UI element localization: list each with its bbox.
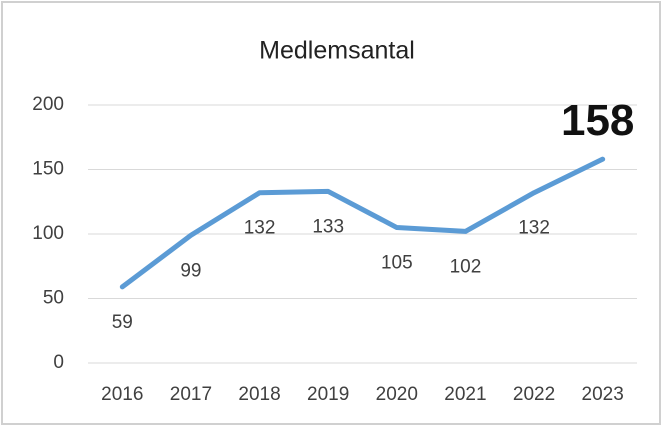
data-label: 99 xyxy=(180,260,201,281)
data-label: 59 xyxy=(112,312,133,333)
y-tick-label: 200 xyxy=(32,94,64,115)
x-tick-label: 2020 xyxy=(376,384,418,405)
data-line xyxy=(119,156,606,290)
data-label: 105 xyxy=(381,253,413,274)
y-tick-label: 100 xyxy=(32,223,64,244)
data-label: 132 xyxy=(244,218,276,239)
x-tick-label: 2021 xyxy=(444,384,486,405)
data-label: 158 xyxy=(561,96,634,145)
x-tick-label: 2017 xyxy=(170,384,212,405)
x-tick-label: 2022 xyxy=(513,384,555,405)
data-label: 102 xyxy=(450,256,482,277)
y-tick-label: 50 xyxy=(43,288,64,309)
data-label: 132 xyxy=(518,218,550,239)
chart-title: Medlemsantal xyxy=(259,37,415,65)
x-tick-label: 2019 xyxy=(307,384,349,405)
y-tick-label: 0 xyxy=(53,352,64,373)
data-label: 133 xyxy=(312,216,344,237)
x-tick-label: 2018 xyxy=(238,384,280,405)
x-tick-label: 2016 xyxy=(101,384,143,405)
y-tick-label: 150 xyxy=(32,159,64,180)
x-tick-label: 2023 xyxy=(582,384,624,405)
